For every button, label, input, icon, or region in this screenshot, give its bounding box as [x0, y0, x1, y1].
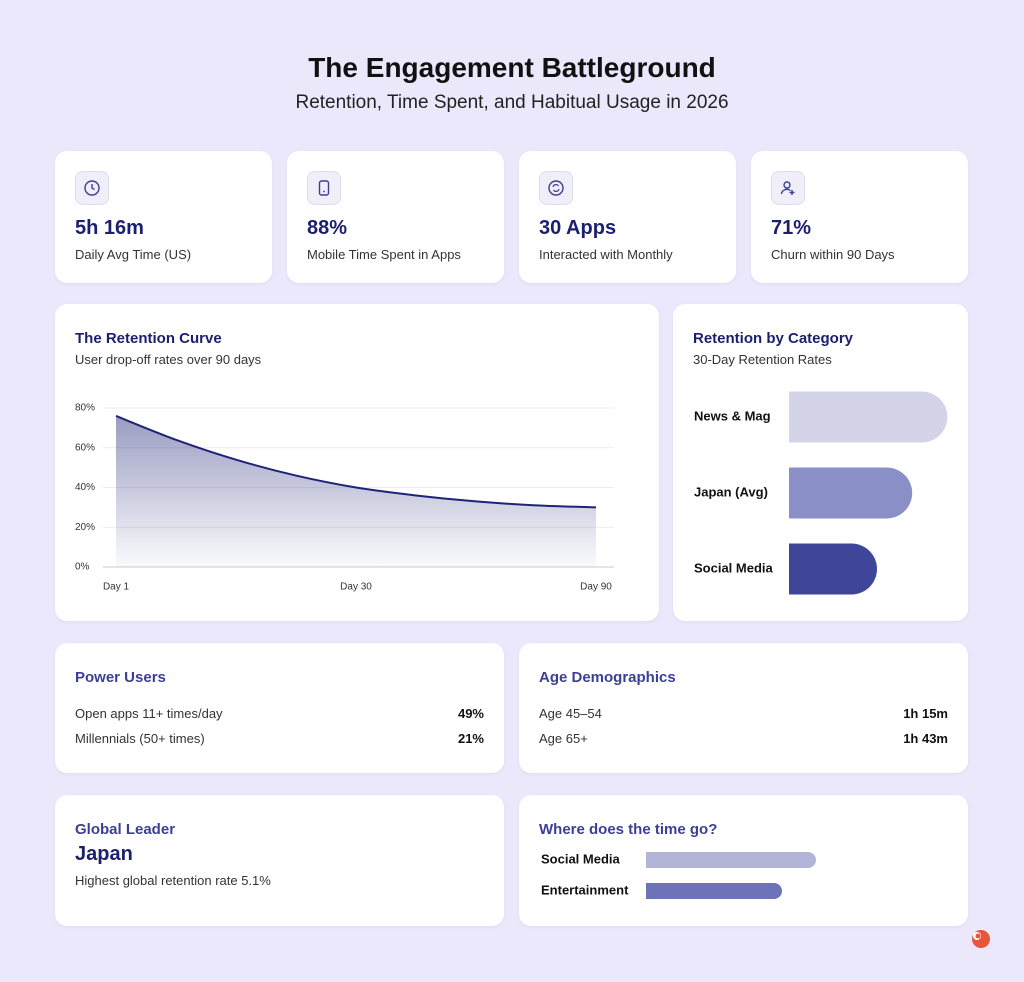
stat-card: 5h 16m Daily Avg Time (US) [55, 151, 272, 283]
x-tick-label: Day 90 [580, 582, 612, 593]
bar-chart: Social Media Entertainment [541, 851, 816, 899]
chart-title: The Retention Curve [75, 330, 222, 347]
bar [789, 391, 948, 443]
icon [307, 171, 341, 205]
stat-label: Interacted with Monthly [539, 247, 673, 262]
row-value: 1h 43m [903, 731, 948, 746]
bar [646, 852, 816, 868]
line-chart: 0% 20% 40% 60% 80% Day 1 Day 30 Day 90 [75, 403, 614, 593]
stat-card: 30 Apps Interacted with Monthly [519, 151, 736, 283]
x-tick-label: Day 30 [340, 582, 372, 593]
area [116, 415, 596, 567]
stat-value: 30 Apps [539, 217, 617, 239]
info-card: Age Demographics Age 45–54 1h 15m Age 65… [519, 643, 968, 773]
row-label: Age 65+ [539, 731, 588, 746]
icon [539, 171, 573, 205]
row-value: 49% [457, 706, 484, 721]
line [115, 415, 597, 509]
leader-note: Highest global retention rate 5.1% [75, 873, 271, 888]
stat-value: 71% [771, 217, 812, 239]
category-label: Social Media [541, 851, 621, 866]
y-tick-label: 80% [75, 403, 95, 414]
chart-title: Retention by Category [693, 330, 854, 347]
chart-title: Where does the time go? [539, 821, 718, 838]
page-title: The Engagement Battleground [308, 52, 716, 83]
logo [972, 930, 990, 948]
user-icon [780, 181, 795, 195]
clock-icon [84, 180, 100, 196]
chart-card: Where does the time go? Social Media Ente… [519, 795, 968, 926]
chart-card: Retention by Category 30-Day Retention R… [673, 304, 968, 621]
stat-value: 88% [307, 217, 348, 239]
stat-label: Churn within 90 Days [771, 247, 895, 262]
stat-label: Daily Avg Time (US) [75, 247, 192, 262]
row-label: Age 45–54 [539, 706, 602, 721]
icon [75, 171, 109, 205]
row-label: Open apps 11+ times/day [75, 706, 223, 721]
bar [789, 467, 913, 519]
y-tick-label: 40% [75, 482, 95, 493]
stat-card: 71% Churn within 90 Days [751, 151, 968, 283]
chart-card: The Retention Curve User drop-off rates … [55, 304, 659, 621]
stat-label: Mobile Time Spent in Apps [307, 247, 461, 262]
y-tick-label: 60% [75, 442, 95, 453]
card-title: Power Users [75, 669, 166, 686]
category-label: Entertainment [541, 882, 629, 897]
bar [789, 543, 877, 595]
page-subtitle: Retention, Time Spent, and Habitual Usag… [295, 92, 729, 113]
chart-subtitle: User drop-off rates over 90 days [75, 352, 262, 367]
info-card: Power Users Open apps 11+ times/day 49% … [55, 643, 504, 773]
row-value: 1h 15m [903, 706, 948, 721]
card-title: Global Leader [75, 821, 176, 838]
category-label: News & Mag [694, 408, 771, 423]
card-title: Age Demographics [539, 669, 676, 686]
category-label: Japan (Avg) [694, 484, 768, 499]
icon [771, 171, 805, 205]
refresh-icon [548, 180, 564, 196]
stat-card: 88% Mobile Time Spent in Apps [287, 151, 504, 283]
bar [646, 883, 782, 899]
y-tick-label: 0% [75, 562, 90, 573]
info-card: Global Leader Japan Highest global reten… [55, 795, 504, 926]
phone-icon [318, 180, 330, 196]
stat-value: 5h 16m [75, 217, 144, 239]
x-tick-label: Day 1 [103, 582, 130, 593]
row-value: 21% [457, 731, 484, 746]
chart-subtitle: 30-Day Retention Rates [693, 352, 832, 367]
bar-chart: News & Mag Japan (Avg) Social Media [694, 391, 948, 595]
y-tick-label: 20% [75, 522, 95, 533]
category-label: Social Media [694, 560, 774, 575]
row-label: Millennials (50+ times) [75, 731, 205, 746]
leader-value: Japan [75, 843, 133, 865]
